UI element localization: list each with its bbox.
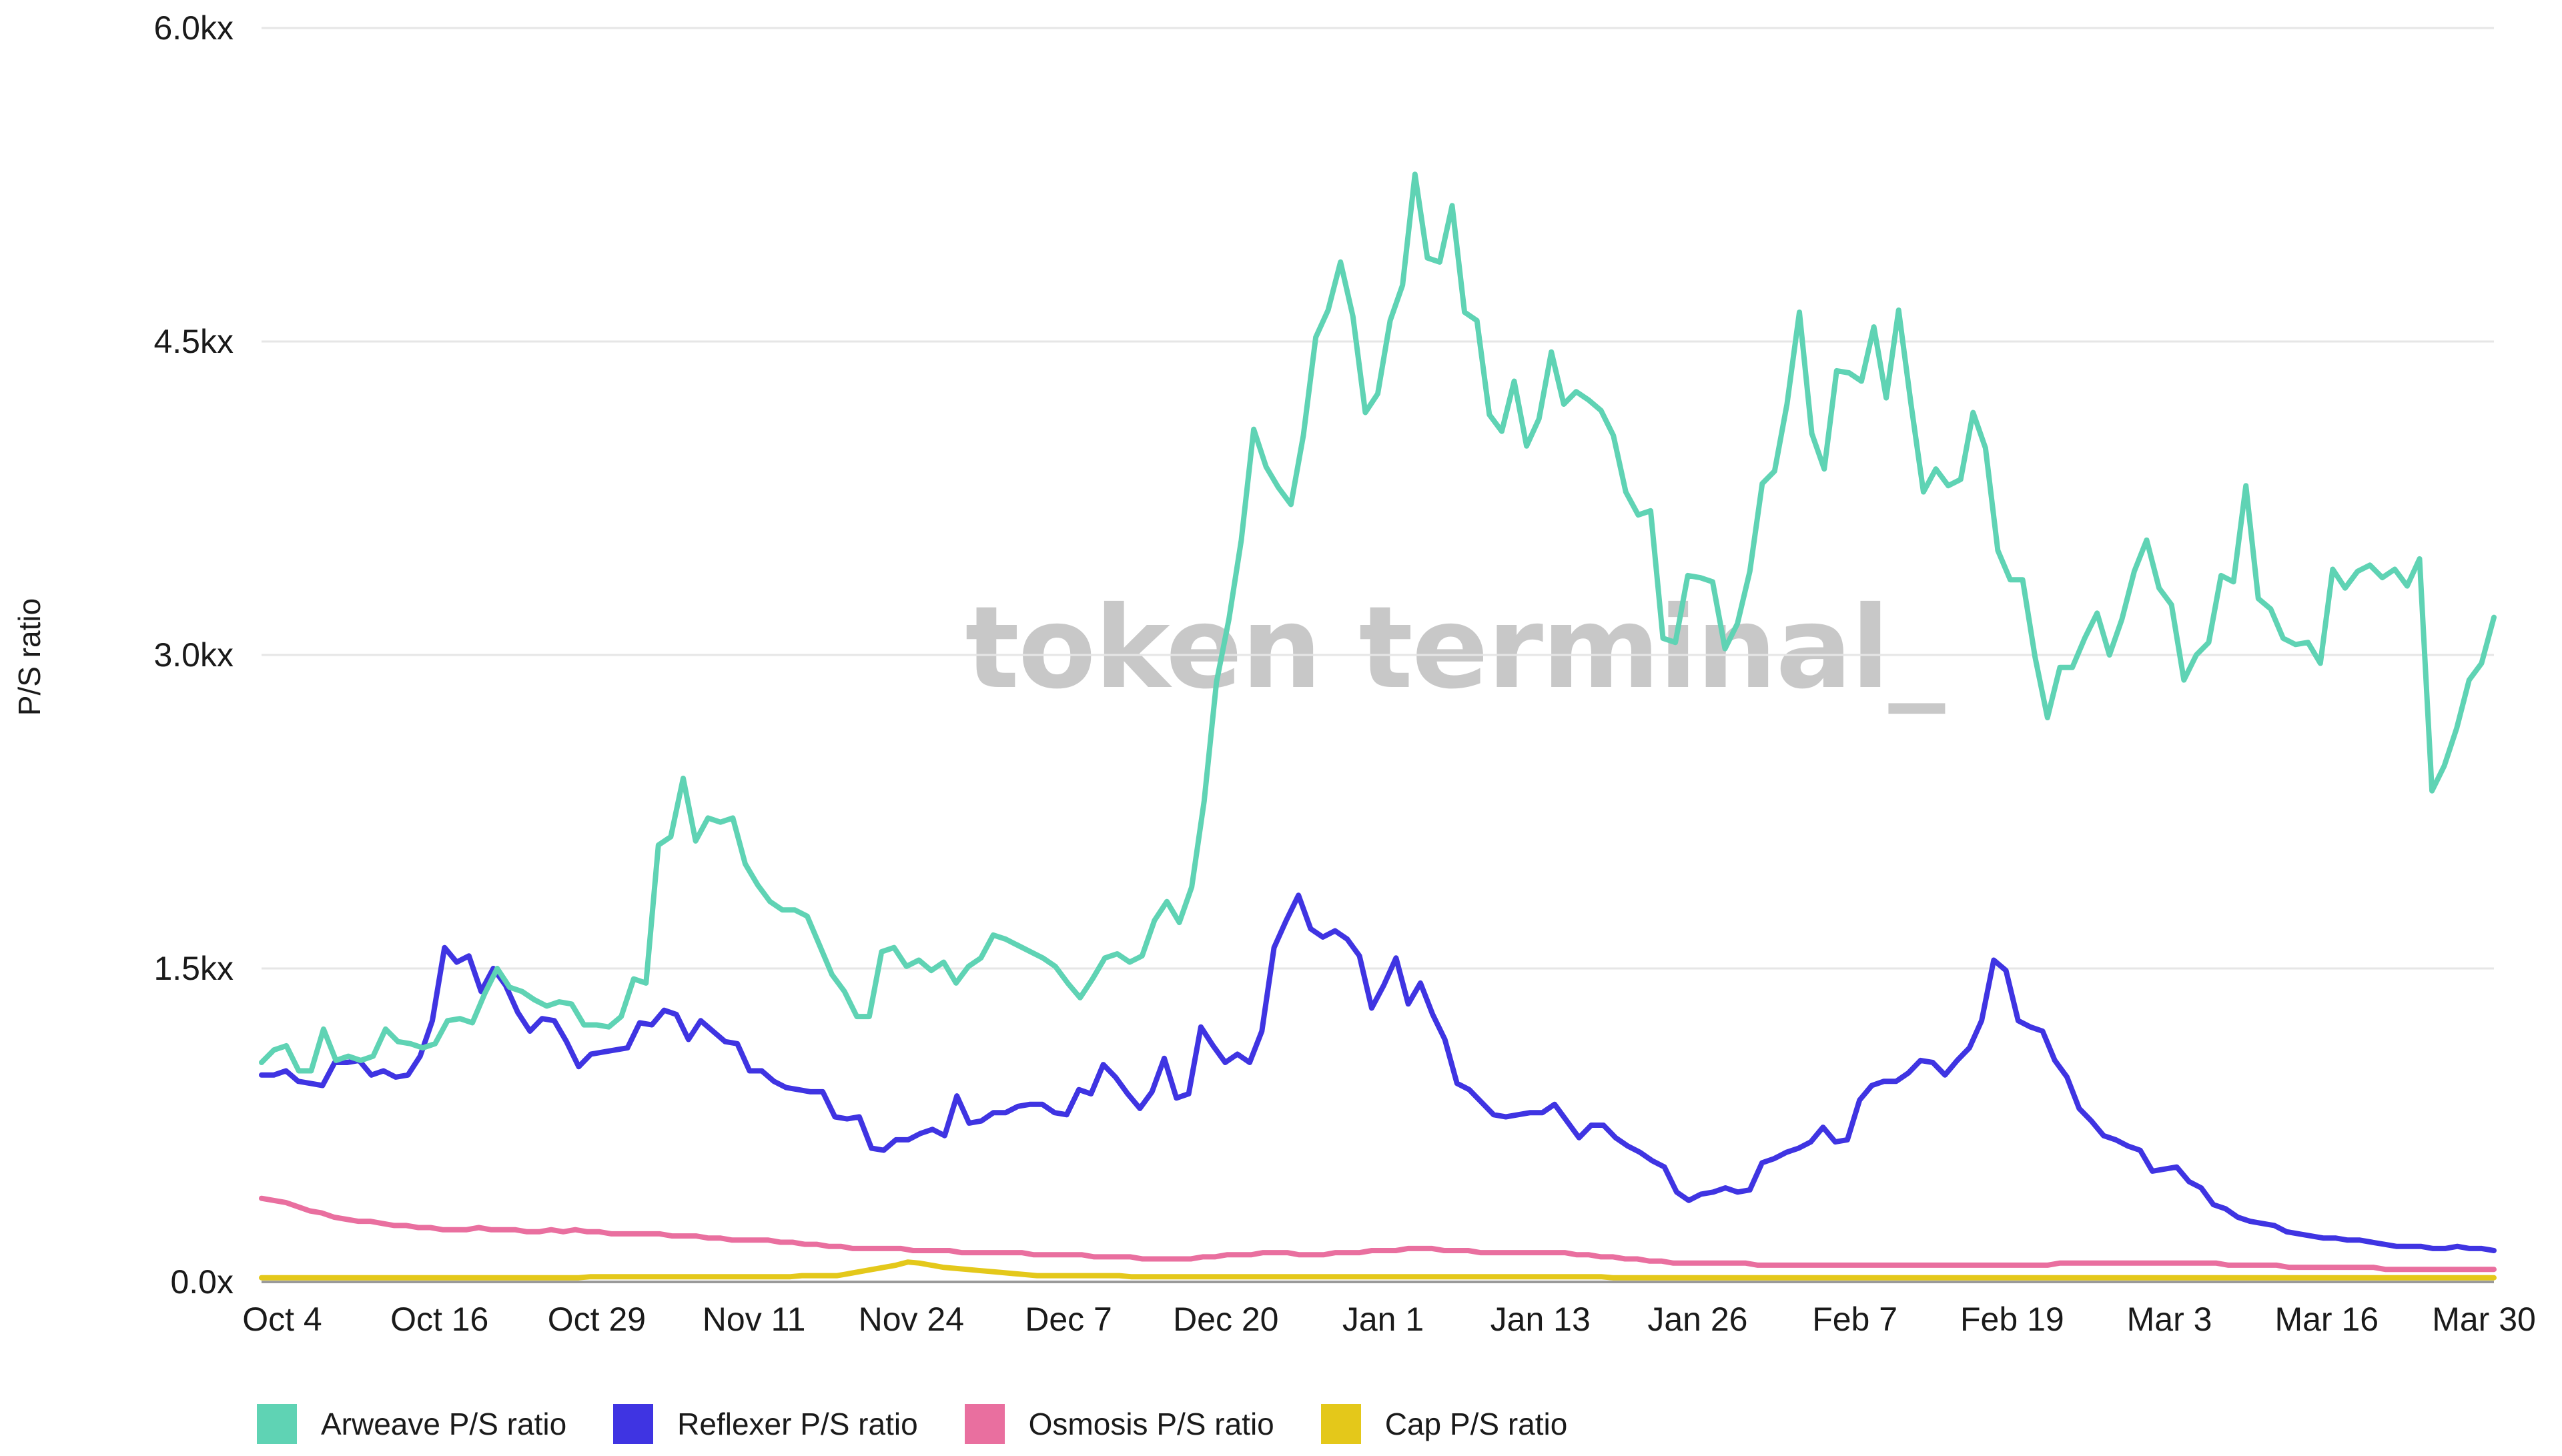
legend-item-arweave[interactable]: Arweave P/S ratio [257,1404,566,1444]
x-tick-label: Feb 7 [1812,1301,1897,1338]
grid [262,27,2494,1283]
legend-label-reflexer: Reflexer P/S ratio [677,1407,918,1441]
y-tick-label: 4.5kx [153,323,234,360]
x-tick-label: Jan 26 [1647,1301,1747,1338]
y-axis-ticks: 0.0x 1.5kx 3.0kx 4.5kx 6.0kx [153,9,234,1301]
x-axis-ticks: Oct 4 Oct 16 Oct 29 Nov 11 Nov 24 Dec 7 Dec 20… [242,1301,2536,1338]
x-tick-label: Nov 24 [859,1301,964,1338]
series-line-cap [259,1259,2497,1281]
x-tick-label: Oct 16 [390,1301,488,1338]
series-line-arweave [259,171,2497,1074]
legend-label-arweave: Arweave P/S ratio [321,1407,567,1441]
x-tick-label: Mar 30 [2432,1301,2536,1338]
x-tick-label: Mar 3 [2127,1301,2212,1338]
legend-swatch-arweave [257,1404,297,1444]
y-tick-label: 3.0kx [153,636,234,674]
x-tick-label: Oct 4 [242,1301,322,1338]
y-tick-label: 0.0x [170,1263,234,1301]
x-tick-label: Dec 7 [1025,1301,1112,1338]
legend: Arweave P/S ratio Reflexer P/S ratio Osm… [257,1404,1614,1444]
legend-label-cap: Cap P/S ratio [1384,1407,1568,1441]
x-tick-label: Feb 19 [1960,1301,2064,1338]
y-axis-label: P/S ratio [12,598,47,716]
series-lines [259,171,2497,1281]
series-line-osmosis [259,1195,2497,1273]
y-tick-label: 6.0kx [153,9,234,47]
x-tick-label: Mar 16 [2274,1301,2379,1338]
x-tick-label: Jan 1 [1342,1301,1424,1338]
legend-swatch-osmosis [964,1404,1005,1444]
x-tick-label: Nov 11 [703,1301,806,1338]
legend-item-reflexer[interactable]: Reflexer P/S ratio [613,1404,918,1444]
series-line-reflexer [259,892,2497,1253]
y-tick-label: 1.5kx [153,950,234,987]
legend-item-osmosis[interactable]: Osmosis P/S ratio [964,1404,1274,1444]
legend-swatch-cap [1320,1404,1361,1444]
x-tick-label: Dec 20 [1173,1301,1278,1338]
x-tick-label: Jan 13 [1490,1301,1591,1338]
legend-label-osmosis: Osmosis P/S ratio [1028,1407,1274,1441]
legend-swatch-reflexer [613,1404,654,1444]
legend-item-cap[interactable]: Cap P/S ratio [1320,1404,1568,1444]
watermark: token terminal_ [965,582,1946,714]
x-tick-label: Oct 29 [548,1301,646,1338]
